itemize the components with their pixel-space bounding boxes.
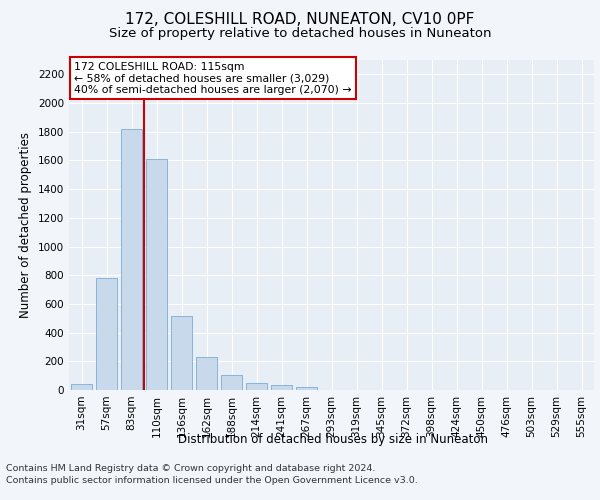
Text: Distribution of detached houses by size in Nuneaton: Distribution of detached houses by size …: [178, 432, 488, 446]
Bar: [121, 129, 142, 390]
Text: Contains public sector information licensed under the Open Government Licence v3: Contains public sector information licen…: [6, 476, 418, 485]
Bar: [196, 357, 217, 390]
Bar: [96, 278, 117, 390]
Bar: [246, 383, 267, 390]
Text: Contains HM Land Registry data © Crown copyright and database right 2024.: Contains HM Land Registry data © Crown c…: [6, 464, 376, 473]
Bar: [296, 387, 317, 390]
Bar: [221, 375, 242, 390]
Bar: [146, 159, 167, 390]
Text: Size of property relative to detached houses in Nuneaton: Size of property relative to detached ho…: [109, 28, 491, 40]
Y-axis label: Number of detached properties: Number of detached properties: [19, 132, 32, 318]
Text: 172, COLESHILL ROAD, NUNEATON, CV10 0PF: 172, COLESHILL ROAD, NUNEATON, CV10 0PF: [125, 12, 475, 28]
Bar: [271, 385, 292, 390]
Text: 172 COLESHILL ROAD: 115sqm
← 58% of detached houses are smaller (3,029)
40% of s: 172 COLESHILL ROAD: 115sqm ← 58% of deta…: [74, 62, 352, 95]
Bar: [71, 384, 92, 390]
Bar: [171, 316, 192, 390]
